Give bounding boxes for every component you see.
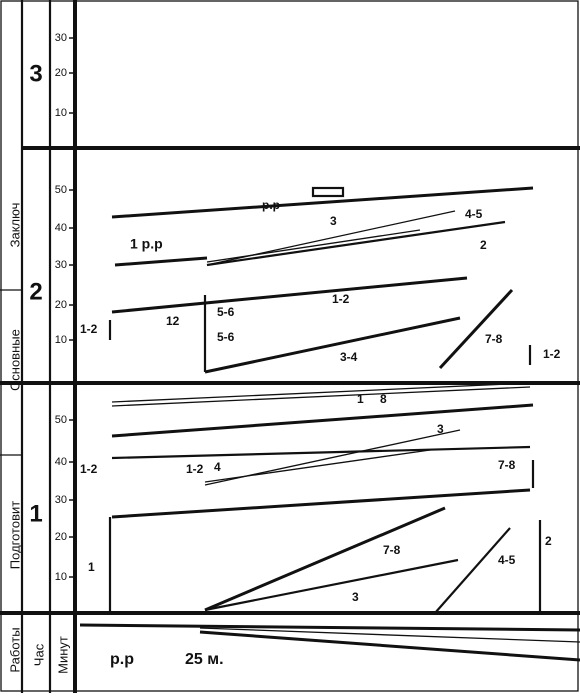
minute-tick-label: 10	[55, 334, 67, 346]
minute-tick-label: 30	[55, 494, 67, 506]
minute-tick-label: 50	[55, 184, 67, 196]
annotation: 1-2	[543, 347, 561, 361]
footer-duration: 25 м.	[185, 651, 224, 668]
annotation: 7-8	[498, 458, 516, 472]
stage-label: Основные	[7, 329, 22, 391]
annotation: 1 р.р	[130, 236, 163, 252]
footer-start: р.р	[110, 651, 134, 668]
minute-tick-label: 10	[55, 107, 67, 119]
annotation: 1-2	[186, 462, 204, 476]
hour-label: 3	[29, 60, 42, 87]
hour-header: Час	[31, 643, 46, 666]
minute-header: Минут	[55, 636, 70, 674]
stage-label: Заключ	[7, 203, 22, 248]
minute-tick-label: 20	[55, 531, 67, 543]
annotation: 4-5	[498, 553, 516, 567]
minute-tick-label: 40	[55, 222, 67, 234]
annotation: 2	[480, 238, 487, 252]
annotation: р.р	[262, 198, 280, 212]
annotation: 1	[357, 392, 364, 406]
annotation: 3-4	[340, 350, 358, 364]
annotation: 1-2	[80, 322, 98, 336]
annotation: 1-2	[80, 462, 98, 476]
annotation: 3	[437, 422, 444, 436]
minute-tick-label: 40	[55, 456, 67, 468]
annotation: 5-6	[217, 330, 235, 344]
minute-tick-label: 10	[55, 571, 67, 583]
labels: Заключ Основные Подготовит Работы Час Ми…	[7, 203, 223, 674]
annotation: 8	[380, 392, 387, 406]
annotation: 1	[88, 560, 95, 574]
annotation: 4-5	[465, 207, 483, 221]
annotation: 1-2	[332, 292, 350, 306]
minute-tick-label: 30	[55, 259, 67, 271]
annotation: 3	[330, 214, 337, 228]
annotation: 4	[214, 460, 221, 474]
minute-tick-label: 30	[55, 32, 67, 44]
hour-label: 2	[29, 278, 42, 305]
stage-label: Работы	[7, 627, 22, 672]
annotation: 12	[166, 314, 180, 328]
annotation: 5-6	[217, 305, 235, 319]
schedule-lines	[79, 186, 580, 662]
hour-label: 1	[29, 500, 42, 527]
minute-tick-label: 20	[55, 67, 67, 79]
minute-tick-label: 50	[55, 414, 67, 426]
annotation: 3	[352, 590, 359, 604]
stage-label: Подготовит	[7, 501, 22, 569]
annotation: 7-8	[485, 332, 503, 346]
annotation: 7-8	[383, 543, 401, 557]
annotation: 2	[545, 534, 552, 548]
minute-tick-label: 20	[55, 299, 67, 311]
